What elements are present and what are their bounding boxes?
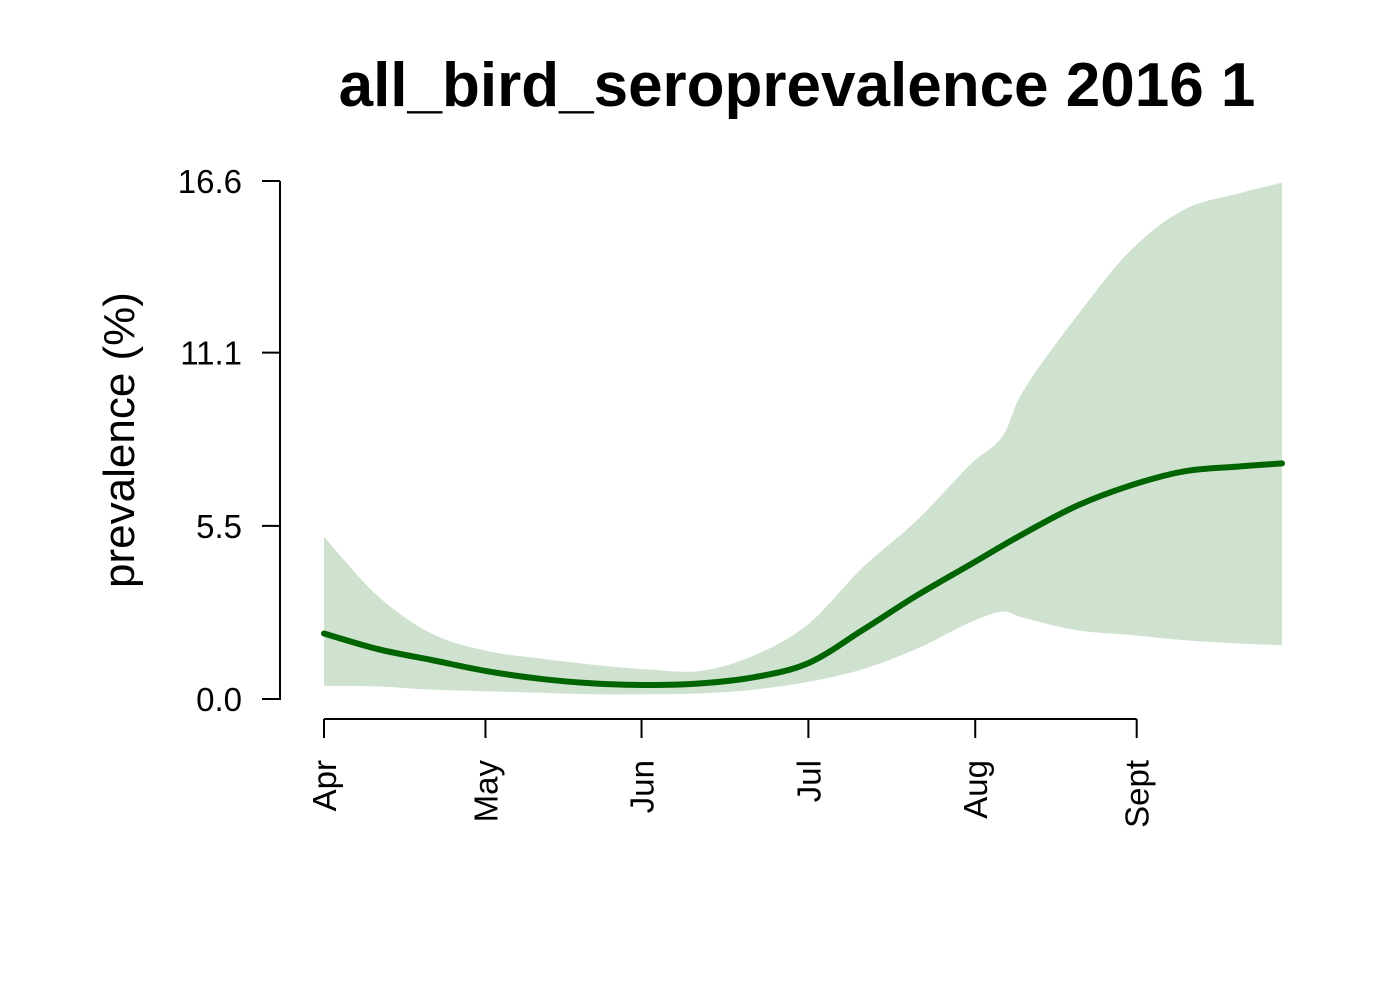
chart-title: all_bird_seroprevalence 2016 1 [339, 51, 1256, 120]
x-tick-label: May [467, 760, 504, 823]
mean-prevalence-line [321, 460, 1285, 689]
y-tick-label: 0.0 [196, 681, 242, 718]
y-axis: 0.0 5.5 11.1 16.6 [178, 163, 281, 718]
x-tick-label: Jun [624, 760, 661, 813]
x-tick-label: Aug [957, 760, 994, 819]
mean-line-group [321, 460, 1285, 689]
confidence-band-group [324, 182, 1282, 695]
x-tick-label: Apr [306, 760, 343, 811]
confidence-band [324, 182, 1282, 695]
x-axis: Apr May Jun Jul Aug Sept [306, 718, 1156, 828]
y-tick-label: 16.6 [178, 163, 242, 200]
x-tick-label: Sept [1119, 760, 1156, 828]
y-tick-label: 5.5 [196, 508, 242, 545]
x-tick-label: Jul [790, 760, 827, 802]
y-tick-label: 11.1 [180, 335, 242, 372]
y-axis-label: prevalence (%) [95, 292, 144, 588]
